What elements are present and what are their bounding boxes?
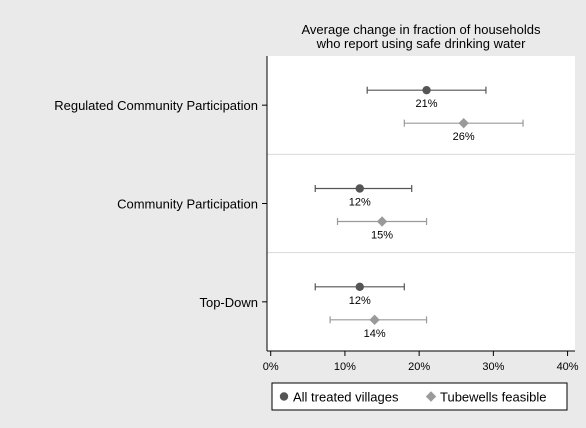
- point-tubewells-feasible-regulated-community-participation: [458, 117, 469, 129]
- x-tick-label: 0%: [263, 361, 279, 373]
- data-label-all-treated-villages-top-down: 12%: [349, 295, 371, 307]
- x-tick-label: 40%: [557, 361, 579, 373]
- data-marks: 21% 12% 12% 26% 15% 14%: [314, 85, 524, 340]
- category-label-community-participation: Community Participation: [117, 197, 258, 212]
- category-label-regulated-community-participation: Regulated Community Participation: [54, 98, 258, 113]
- group-separators: [267, 153, 575, 254]
- point-all-treated-villages-regulated-community-participation: [422, 85, 431, 95]
- data-label-tubewells-feasible-regulated-community-participation: 26%: [453, 131, 475, 143]
- category-label-top-down: Top-Down: [199, 295, 258, 310]
- legend-label-all-treated-villages: All treated villages: [293, 390, 399, 405]
- legend-label-tubewells-feasible: Tubewells feasible: [440, 390, 546, 405]
- data-label-all-treated-villages-community-participation: 12%: [349, 197, 371, 209]
- data-label-all-treated-villages-regulated-community-participation: 21%: [416, 98, 438, 110]
- legend-marker-all-treated-villages: [279, 392, 289, 401]
- legend: All treated villages Tubewells feasible: [271, 382, 568, 411]
- point-tubewells-feasible-top-down: [369, 314, 380, 326]
- data-label-tubewells-feasible-community-participation: 15%: [371, 230, 393, 242]
- legend-box: [271, 382, 568, 411]
- x-tick-label: 30%: [482, 361, 504, 373]
- x-tick-label: 20%: [408, 361, 430, 373]
- chart-title-line-1: Average change in fraction of households: [302, 22, 541, 37]
- plot-area: [267, 56, 575, 351]
- legend-marker-tubewells-feasible: [425, 391, 437, 402]
- x-tick-label: 10%: [334, 361, 356, 373]
- point-tubewells-feasible-community-participation: [376, 216, 388, 227]
- data-label-tubewells-feasible-top-down: 14%: [364, 328, 386, 340]
- point-all-treated-villages-top-down: [355, 282, 364, 292]
- point-all-treated-villages-community-participation: [355, 184, 364, 193]
- chart-title-line-2: who report using safe drinking water: [316, 36, 527, 51]
- axes: 0% 10% 20% 30% 40% Regulated Community Partic…: [54, 56, 579, 373]
